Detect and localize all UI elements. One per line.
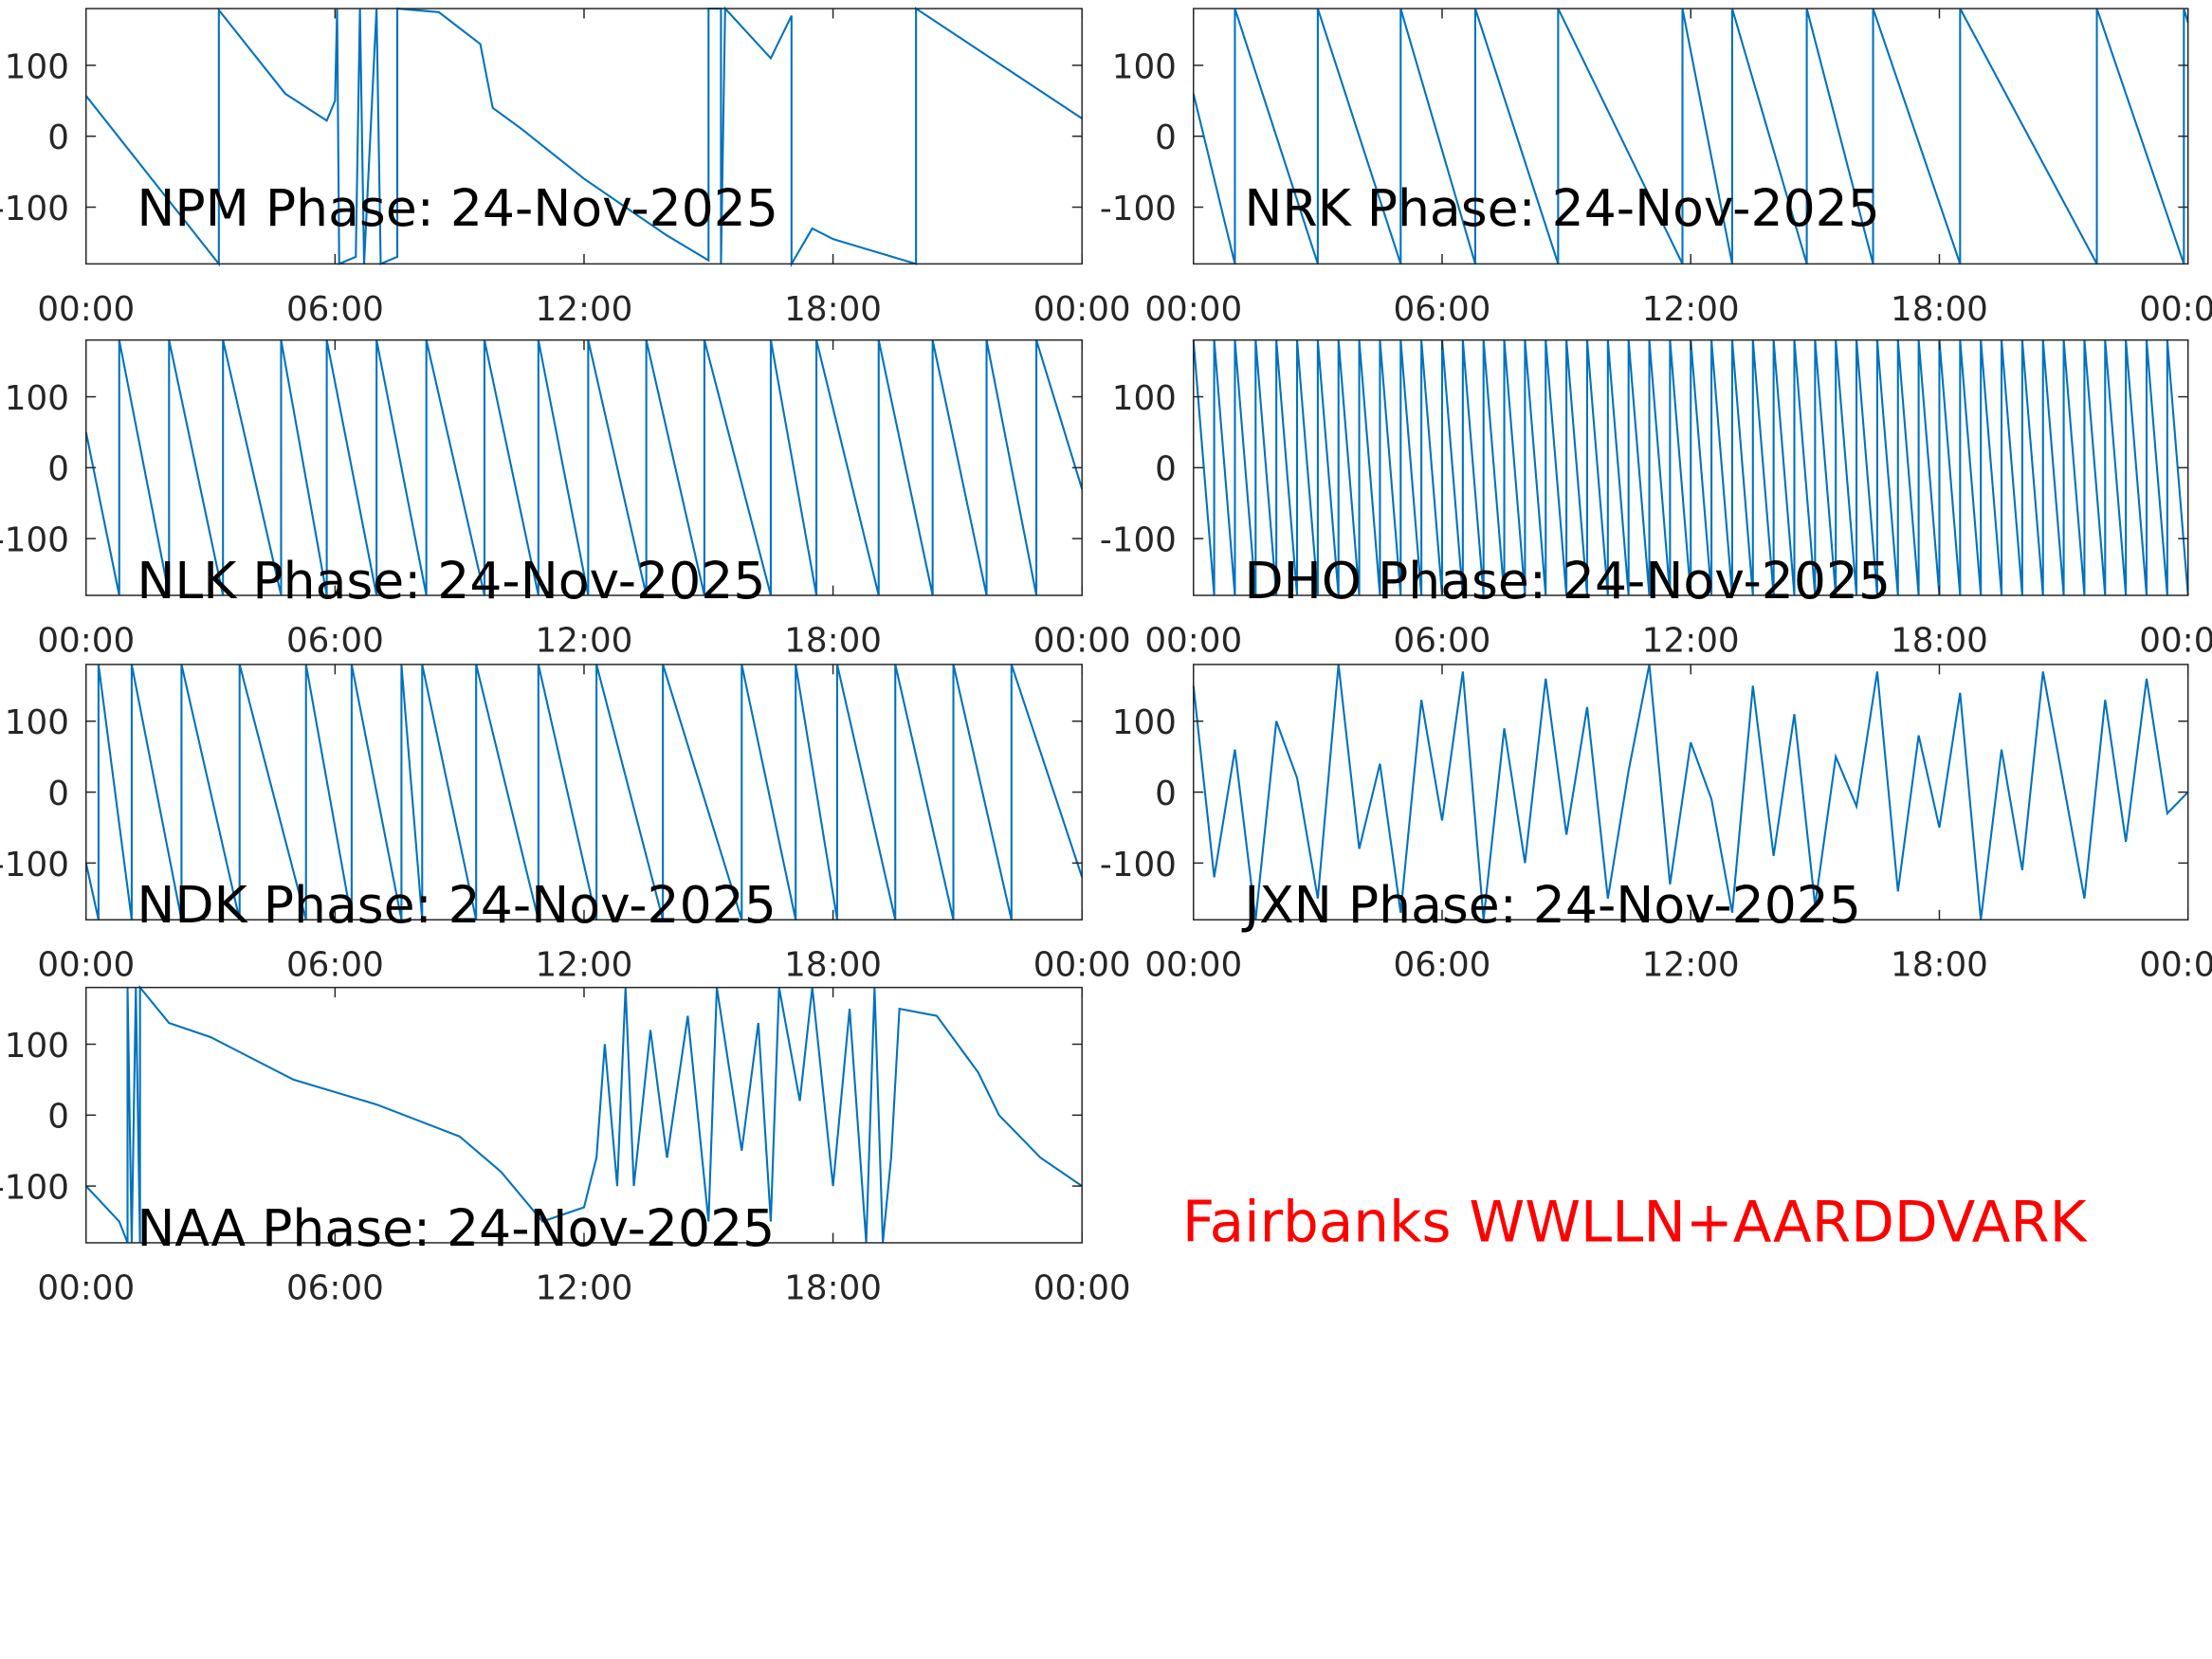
x-tick-label: 06:00 <box>286 290 384 329</box>
y-tick-label: 0 <box>47 1098 69 1137</box>
y-tick-label: -100 <box>0 1168 69 1207</box>
y-tick-label: 100 <box>1112 379 1177 418</box>
x-tick-label: 06:00 <box>1394 622 1491 661</box>
x-tick-label: 00:00 <box>1144 946 1242 985</box>
x-tick-label: 00:00 <box>1033 290 1131 329</box>
y-tick-label: -100 <box>0 190 69 228</box>
y-tick-label: -100 <box>1100 846 1177 884</box>
x-tick-label: 00:00 <box>1033 946 1131 985</box>
x-tick-label: 00:00 <box>1033 1268 1131 1307</box>
phase-line <box>1192 339 2189 596</box>
y-tick-label: 100 <box>5 379 69 418</box>
chart-title: NDK Phase: 24-Nov-2025 <box>137 875 777 935</box>
x-tick-label: 12:00 <box>536 290 633 329</box>
x-tick-label: 00:00 <box>2139 946 2212 985</box>
y-tick-label: 100 <box>5 47 69 86</box>
phase-line <box>84 664 1084 921</box>
x-tick-label: 06:00 <box>286 1268 384 1307</box>
phase-line <box>1192 8 2189 264</box>
x-tick-label: 00:00 <box>37 1268 135 1307</box>
chart-title: NAA Phase: 24-Nov-2025 <box>137 1198 775 1258</box>
chart-title: DHO Phase: 24-Nov-2025 <box>1244 551 1891 611</box>
chart-title: JXN Phase: 24-Nov-2025 <box>1241 875 1861 935</box>
phase-line <box>85 984 1083 1244</box>
y-tick-label: 100 <box>1112 703 1177 742</box>
x-tick-label: 00:00 <box>2139 290 2212 329</box>
x-tick-label: 06:00 <box>286 622 384 661</box>
y-tick-label: 0 <box>1155 450 1177 489</box>
x-tick-label: 12:00 <box>1642 290 1740 329</box>
phase-line <box>1192 664 2189 921</box>
x-tick-label: 18:00 <box>784 622 882 661</box>
x-tick-label: 18:00 <box>784 946 882 985</box>
x-tick-label: 06:00 <box>1394 946 1491 985</box>
y-tick-label: -100 <box>1100 190 1177 228</box>
x-tick-label: 00:00 <box>37 290 135 329</box>
y-tick-label: 0 <box>47 118 69 157</box>
y-tick-label: -100 <box>1100 521 1177 560</box>
y-tick-label: -100 <box>0 846 69 884</box>
x-tick-label: 18:00 <box>784 1268 882 1307</box>
x-tick-label: 00:00 <box>37 946 135 985</box>
x-tick-label: 00:00 <box>2139 622 2212 661</box>
y-tick-label: 100 <box>1112 47 1177 86</box>
x-tick-label: 00:00 <box>37 622 135 661</box>
phase-line <box>84 339 1084 596</box>
x-tick-label: 18:00 <box>1891 290 1988 329</box>
x-tick-label: 12:00 <box>536 946 633 985</box>
y-tick-label: 100 <box>5 1027 69 1066</box>
x-tick-label: 06:00 <box>286 946 384 985</box>
x-tick-label: 00:00 <box>1033 622 1131 661</box>
x-tick-label: 12:00 <box>536 622 633 661</box>
y-tick-label: 0 <box>47 775 69 813</box>
y-tick-label: 0 <box>1155 775 1177 813</box>
x-tick-label: 12:00 <box>1642 946 1740 985</box>
x-tick-label: 06:00 <box>1394 290 1491 329</box>
x-tick-label: 12:00 <box>536 1268 633 1307</box>
x-tick-label: 12:00 <box>1642 622 1740 661</box>
x-tick-label: 18:00 <box>784 290 882 329</box>
figure-caption: Fairbanks WWLLN+AARDDVARK <box>1182 1190 2089 1255</box>
x-tick-label: 18:00 <box>1891 946 1988 985</box>
y-tick-label: -100 <box>0 521 69 560</box>
chart-title: NRK Phase: 24-Nov-2025 <box>1244 178 1879 238</box>
x-tick-label: 00:00 <box>1144 290 1242 329</box>
y-tick-label: 100 <box>5 703 69 742</box>
y-tick-label: 0 <box>1155 118 1177 157</box>
chart-title: NLK Phase: 24-Nov-2025 <box>137 551 765 611</box>
x-tick-label: 18:00 <box>1891 622 1988 661</box>
y-tick-label: 0 <box>47 450 69 489</box>
x-tick-label: 00:00 <box>1144 622 1242 661</box>
phase-line <box>84 6 1083 268</box>
chart-title: NPM Phase: 24-Nov-2025 <box>137 178 778 238</box>
